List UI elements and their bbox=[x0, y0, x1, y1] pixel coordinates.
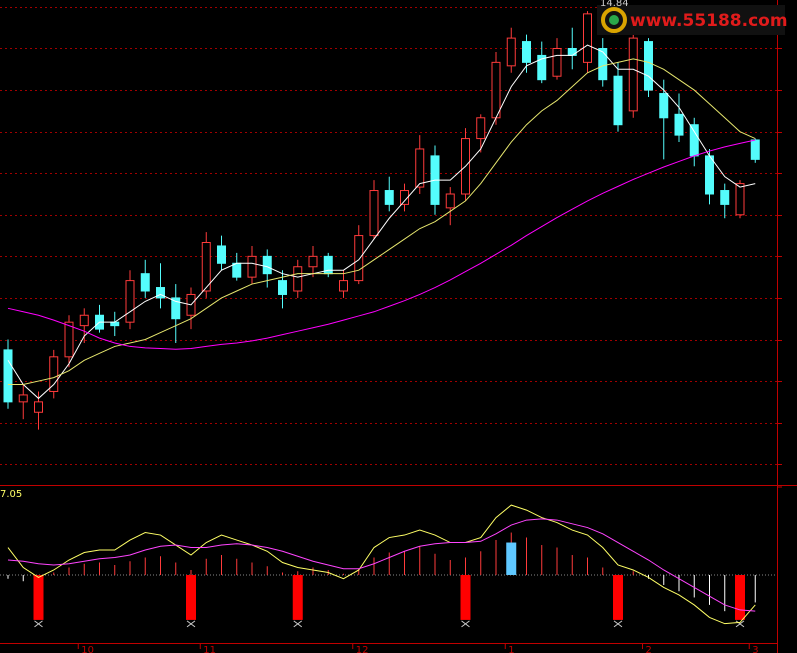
candle-body bbox=[369, 190, 379, 237]
candle-body bbox=[3, 349, 13, 403]
x-tick-label: 11 bbox=[203, 645, 216, 653]
x-tick-label: 10 bbox=[81, 645, 94, 653]
candle-body bbox=[567, 48, 577, 56]
candle-body bbox=[750, 139, 760, 160]
high-label: 14.84 bbox=[600, 0, 629, 9]
signal-bar bbox=[506, 542, 517, 575]
candle-body bbox=[308, 255, 318, 268]
candle-body bbox=[64, 321, 74, 358]
candle-body bbox=[583, 13, 592, 63]
candle-body bbox=[79, 314, 89, 327]
candle-body bbox=[689, 124, 699, 157]
candle-body bbox=[659, 93, 669, 119]
candle-body bbox=[644, 41, 653, 91]
signal-cross bbox=[293, 620, 303, 628]
candle-body bbox=[628, 37, 638, 112]
logo-core bbox=[609, 15, 619, 25]
dif-line bbox=[7, 504, 756, 625]
x-tick-label: 3 bbox=[752, 645, 758, 653]
candle-body bbox=[674, 113, 684, 136]
dea-line bbox=[7, 518, 756, 612]
candle-body bbox=[217, 245, 226, 264]
moving-average bbox=[7, 44, 756, 400]
moving-average bbox=[7, 139, 756, 350]
candle-body bbox=[415, 148, 425, 188]
watermark-box bbox=[597, 5, 785, 35]
x-tick-label: 2 bbox=[646, 645, 652, 653]
candle-body bbox=[598, 48, 608, 81]
x-tick-label: 1 bbox=[508, 645, 514, 653]
candle-body bbox=[34, 401, 43, 413]
signal-bar bbox=[735, 574, 745, 620]
candle-body bbox=[125, 280, 135, 323]
candle-body bbox=[705, 155, 714, 195]
candle-body bbox=[110, 321, 120, 327]
candle-body bbox=[552, 48, 562, 77]
candle-body bbox=[293, 266, 303, 292]
candle-body bbox=[537, 54, 547, 81]
logo-ring bbox=[601, 7, 627, 33]
signal-cross bbox=[461, 620, 470, 628]
candle-body bbox=[735, 183, 745, 216]
candle-body bbox=[613, 75, 623, 126]
signal-bar bbox=[613, 574, 623, 620]
candle-body bbox=[49, 356, 59, 392]
signal-bar bbox=[186, 574, 196, 620]
candle-body bbox=[445, 193, 455, 209]
candle-body bbox=[262, 255, 272, 275]
candle-body bbox=[491, 61, 501, 119]
signal-bar bbox=[292, 574, 303, 620]
signal-bar bbox=[33, 574, 44, 620]
watermark: www.55188.com bbox=[597, 5, 788, 35]
x-tick-label: 12 bbox=[356, 645, 369, 653]
candle-body bbox=[384, 190, 394, 205]
candle-body bbox=[171, 297, 181, 320]
watermark-text: www.55188.com bbox=[630, 11, 788, 31]
candle-body bbox=[201, 242, 211, 292]
candle-body bbox=[247, 255, 257, 278]
candle-body bbox=[232, 262, 242, 278]
candle-body bbox=[339, 280, 348, 292]
candle-body bbox=[476, 117, 486, 140]
signal-cross bbox=[186, 620, 196, 628]
candle-body bbox=[506, 37, 516, 67]
candle-body bbox=[18, 394, 28, 403]
moving-average bbox=[8, 58, 756, 386]
candle-body bbox=[354, 235, 364, 282]
candle-body bbox=[720, 190, 730, 205]
signal-cross bbox=[34, 620, 43, 628]
indicator-tick-label: 7.05 bbox=[0, 489, 22, 500]
candle-body bbox=[140, 273, 150, 292]
signal-cross bbox=[735, 620, 745, 628]
signal-bar bbox=[460, 574, 471, 620]
candle-body bbox=[278, 280, 287, 295]
candle-body bbox=[522, 41, 531, 63]
candle-body bbox=[400, 190, 409, 205]
candle-body bbox=[156, 287, 165, 299]
signal-cross bbox=[613, 620, 623, 628]
